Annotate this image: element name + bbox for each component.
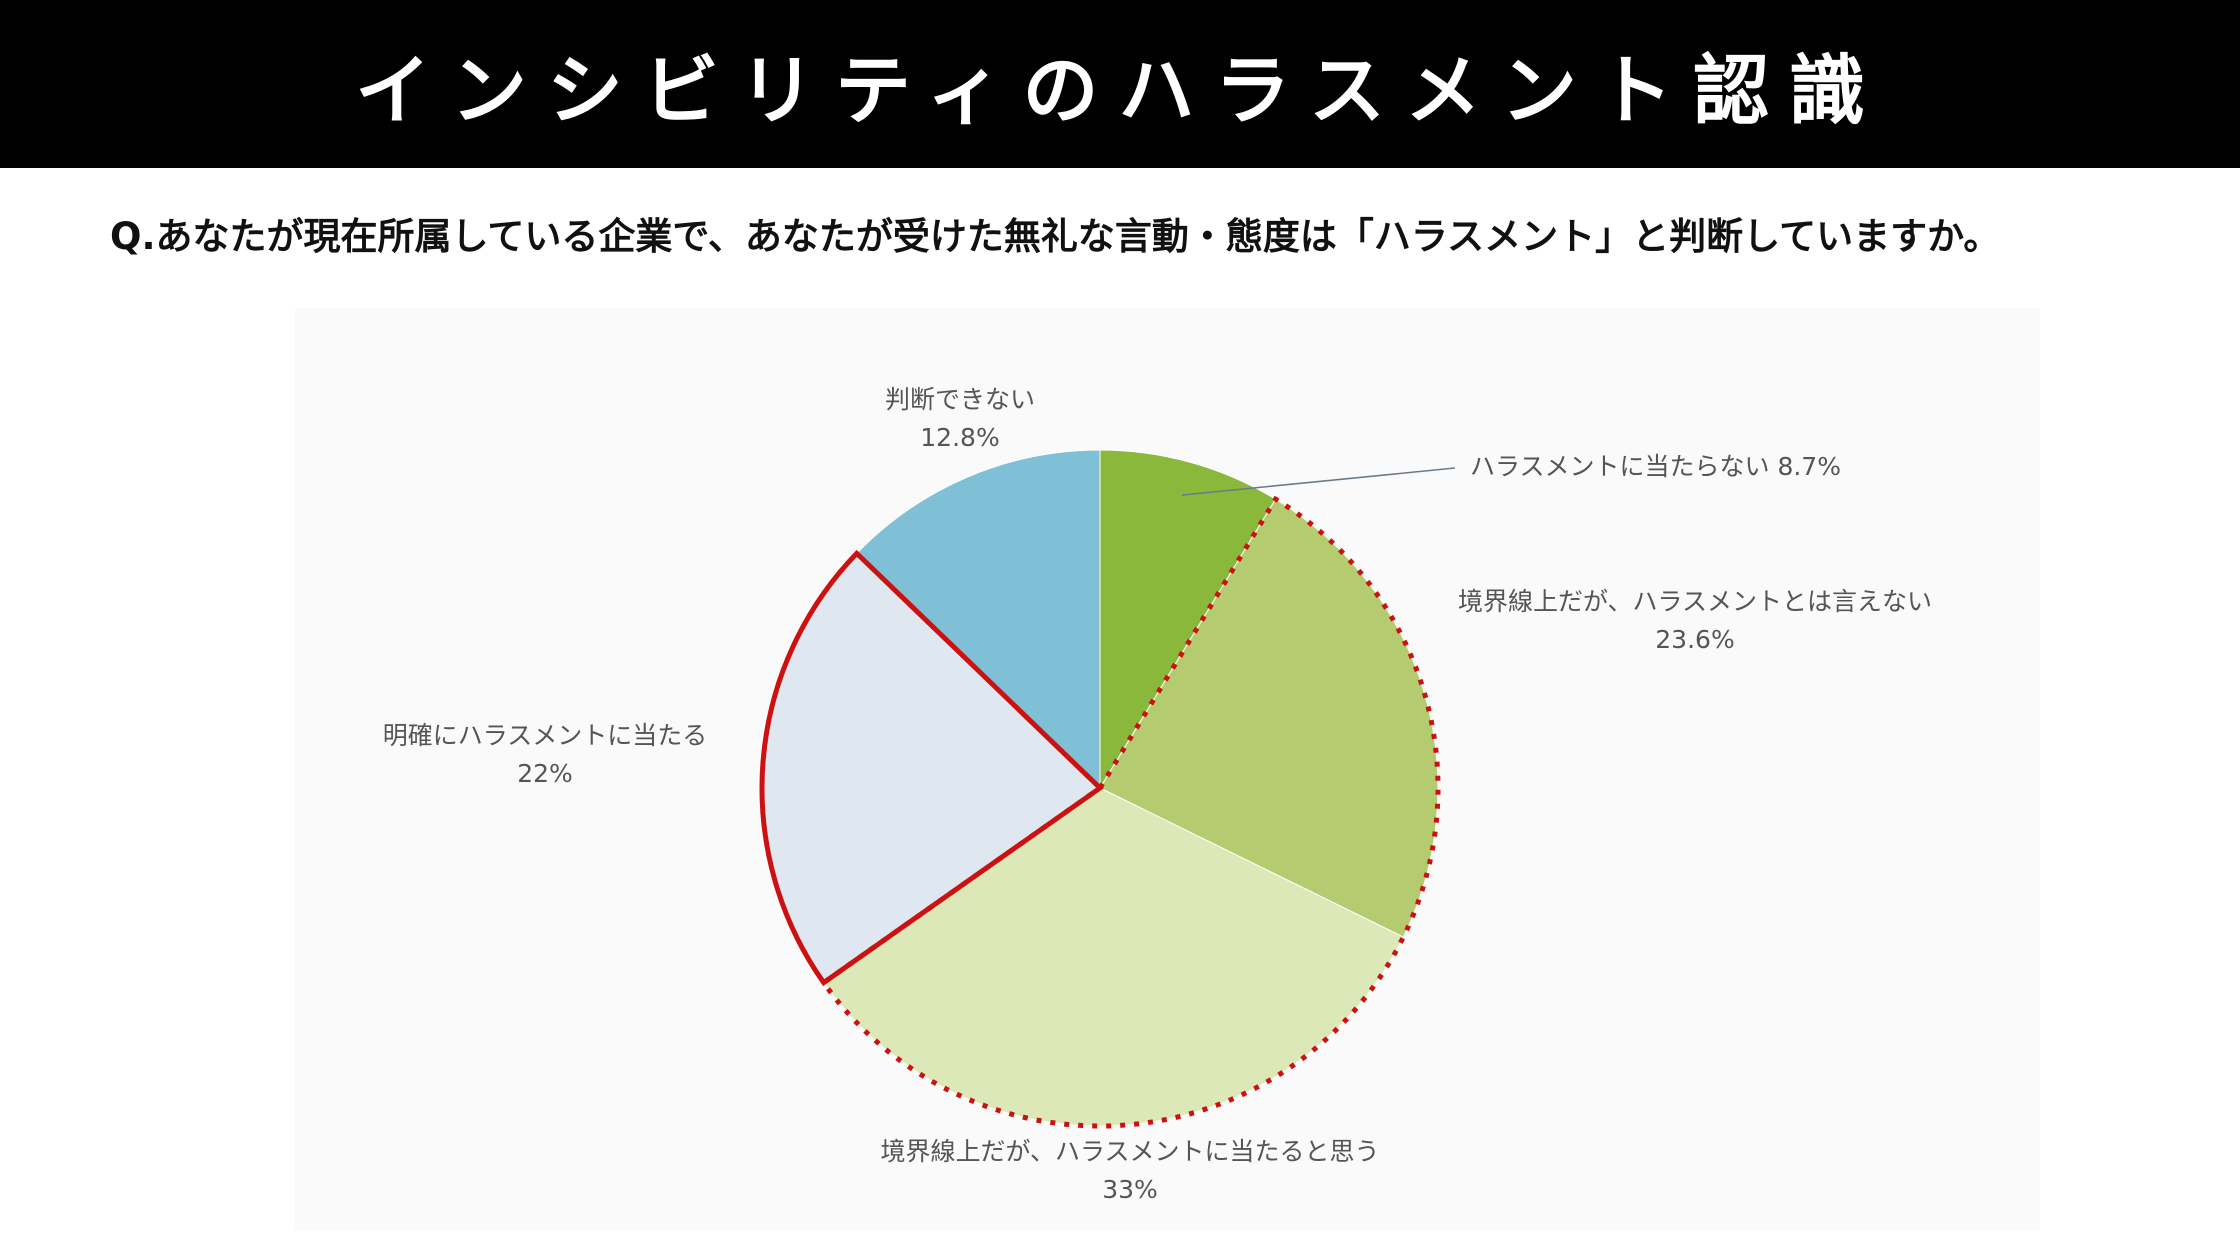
data-label-category: 判断できない bbox=[885, 385, 1035, 414]
pie-chart: ハラスメントに当たらない 8.7% 境界線上だが、ハラスメントとは言えない 23.6… bbox=[383, 385, 1932, 1204]
data-label-value: 22% bbox=[517, 759, 573, 788]
data-label-category: 境界線上だが、ハラスメントに当たると思う bbox=[880, 1137, 1379, 1166]
data-label-value: 12.8% bbox=[920, 423, 999, 452]
survey-question: Q.あなたが現在所属している企業で、あなたが受けた無礼な言動・態度は「ハラスメン… bbox=[110, 215, 2001, 258]
data-label: ハラスメントに当たらない 8.7% bbox=[1470, 452, 1841, 481]
highlight-outline-dotted bbox=[820, 495, 1441, 1129]
page-title: インシビリティのハラスメント認識 bbox=[355, 46, 1885, 135]
data-label-value: 33% bbox=[1102, 1175, 1158, 1204]
pie-slice bbox=[1099, 449, 1277, 790]
highlight-outline-solid bbox=[759, 549, 1104, 987]
data-label-category: 明確にハラスメントに当たる bbox=[383, 721, 708, 750]
data-label-category: 境界線上だが、ハラスメントとは言えない bbox=[1458, 587, 1932, 616]
leader-line bbox=[1181, 467, 1456, 496]
chart-panel: ハラスメントに当たらない 8.7% 境界線上だが、ハラスメントとは言えない 23.6… bbox=[295, 308, 2040, 1230]
pie-slice bbox=[856, 449, 1101, 790]
pie-slice bbox=[822, 787, 1405, 1127]
data-label-value: 23.6% bbox=[1655, 625, 1734, 654]
title-bar: インシビリティのハラスメント認識 bbox=[0, 0, 2240, 168]
